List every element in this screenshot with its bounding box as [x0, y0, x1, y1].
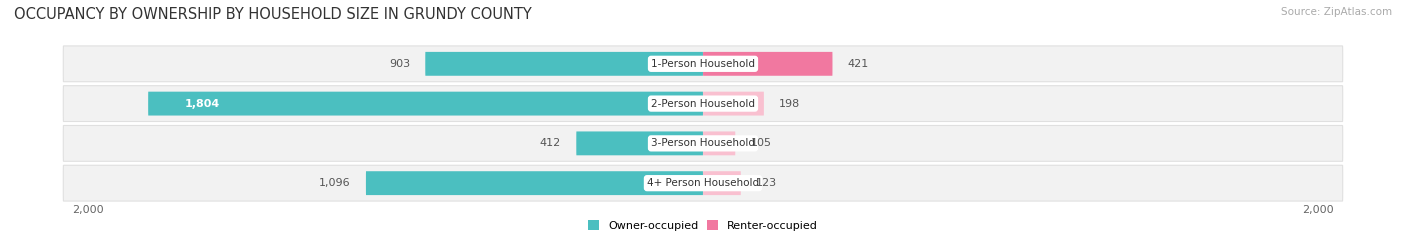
FancyBboxPatch shape	[63, 86, 1343, 121]
Text: OCCUPANCY BY OWNERSHIP BY HOUSEHOLD SIZE IN GRUNDY COUNTY: OCCUPANCY BY OWNERSHIP BY HOUSEHOLD SIZE…	[14, 7, 531, 22]
FancyBboxPatch shape	[703, 171, 741, 195]
FancyBboxPatch shape	[703, 52, 832, 76]
Text: 123: 123	[756, 178, 778, 188]
Text: 903: 903	[389, 59, 411, 69]
FancyBboxPatch shape	[366, 171, 703, 195]
FancyBboxPatch shape	[63, 46, 1343, 82]
Text: 198: 198	[779, 99, 800, 109]
FancyBboxPatch shape	[63, 165, 1343, 201]
FancyBboxPatch shape	[148, 92, 703, 116]
Legend: Owner-occupied, Renter-occupied: Owner-occupied, Renter-occupied	[583, 216, 823, 233]
Text: 2,000: 2,000	[72, 205, 104, 215]
Text: 412: 412	[540, 138, 561, 148]
Text: Source: ZipAtlas.com: Source: ZipAtlas.com	[1281, 7, 1392, 17]
FancyBboxPatch shape	[703, 131, 735, 155]
Text: 105: 105	[751, 138, 772, 148]
Text: 1-Person Household: 1-Person Household	[651, 59, 755, 69]
FancyBboxPatch shape	[576, 131, 703, 155]
Text: 2,000: 2,000	[1302, 205, 1334, 215]
Text: 2-Person Household: 2-Person Household	[651, 99, 755, 109]
FancyBboxPatch shape	[63, 126, 1343, 161]
FancyBboxPatch shape	[425, 52, 703, 76]
Text: 3-Person Household: 3-Person Household	[651, 138, 755, 148]
Text: 1,096: 1,096	[319, 178, 350, 188]
Text: 4+ Person Household: 4+ Person Household	[647, 178, 759, 188]
FancyBboxPatch shape	[703, 92, 763, 116]
Text: 1,804: 1,804	[186, 99, 221, 109]
Text: 421: 421	[848, 59, 869, 69]
